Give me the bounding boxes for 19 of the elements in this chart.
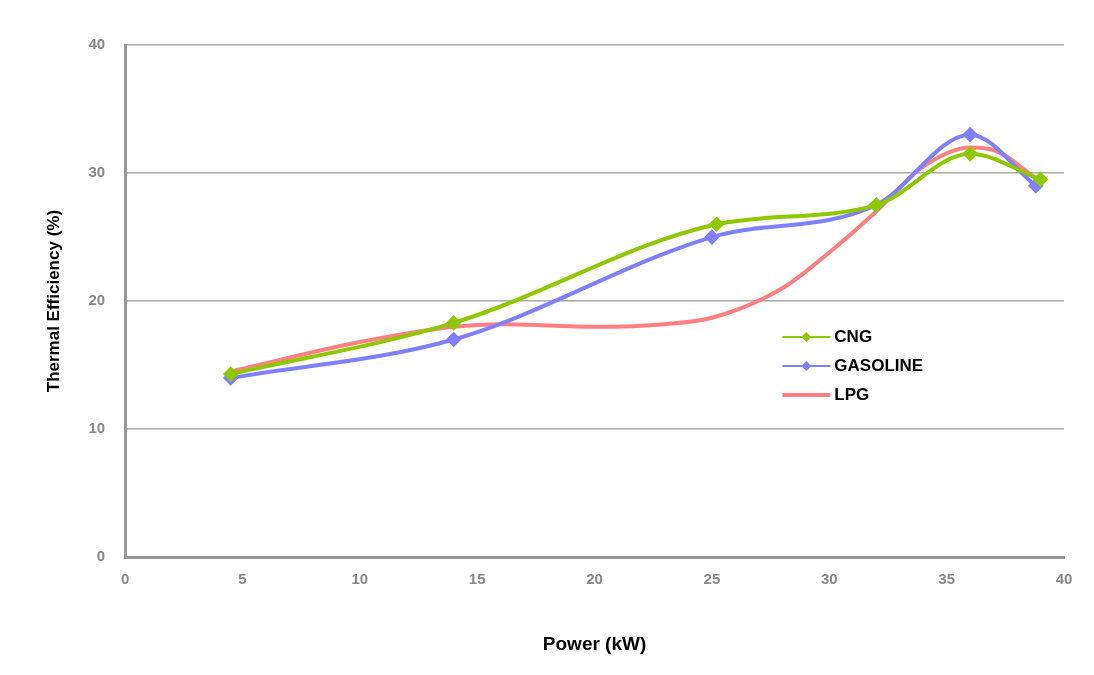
x-tick-label: 10	[351, 570, 369, 588]
y-tick-label: 10	[88, 419, 106, 437]
y-tick-label: 0	[96, 547, 106, 565]
x-tick-label: 5	[238, 570, 247, 588]
x-tick-label: 40	[1055, 570, 1073, 588]
x-tick-label: 20	[586, 570, 603, 588]
x-tick-label: 35	[938, 570, 955, 588]
legend-label: GASOLINE	[834, 355, 924, 375]
y-tick-label: 40	[88, 35, 106, 53]
x-tick-label: 0	[120, 570, 130, 588]
x-tick-label: 25	[703, 570, 721, 588]
x-tick-label: 30	[820, 570, 838, 588]
y-axis-title: Thermal Efficiency (%)	[43, 209, 63, 393]
legend-label: CNG	[834, 326, 873, 346]
x-tick-label: 15	[468, 570, 486, 588]
x-axis-title: Power (kW)	[542, 632, 647, 654]
y-tick-label: 20	[88, 291, 106, 309]
legend-label: LPG	[834, 384, 870, 404]
y-tick-label: 30	[88, 163, 106, 181]
